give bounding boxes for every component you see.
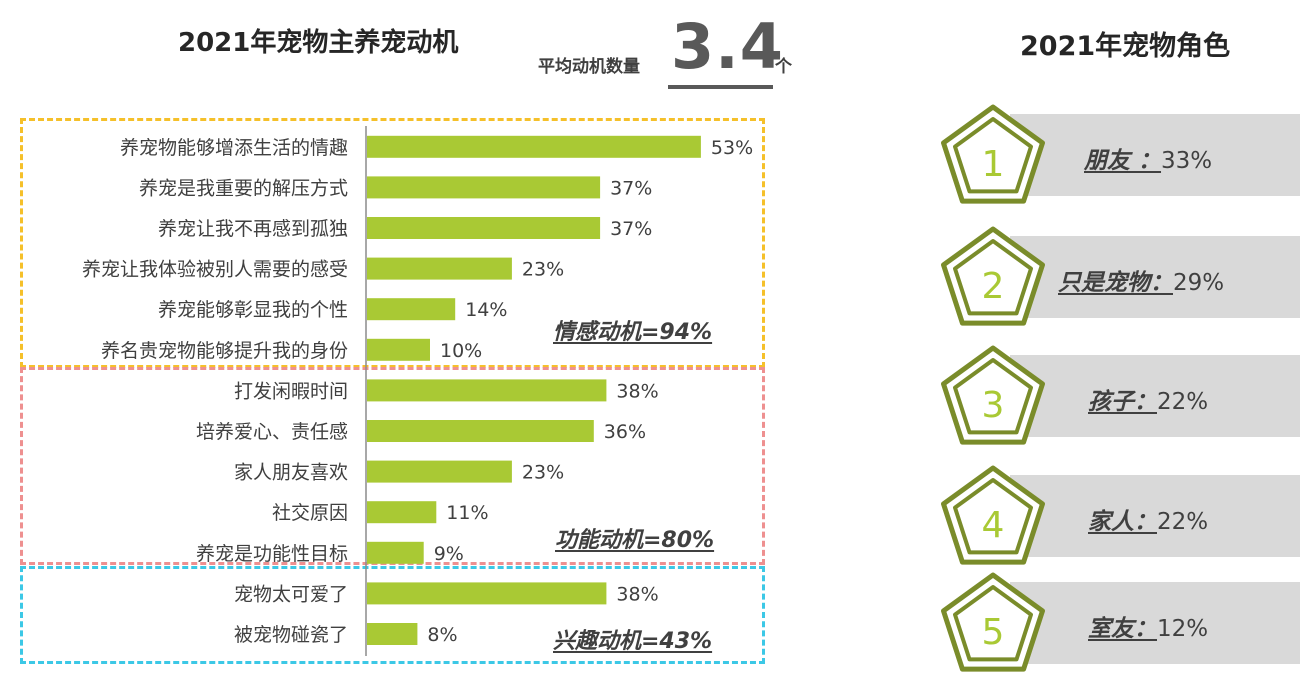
value-label: 37% xyxy=(610,218,652,240)
group-total-label: 功能动机=80% xyxy=(555,528,715,553)
average-unit: 个 xyxy=(775,57,792,77)
value-label: 9% xyxy=(434,543,464,565)
value-label: 36% xyxy=(604,421,646,443)
bar xyxy=(367,460,512,483)
role-entry: 孩子：22% xyxy=(1088,382,1208,416)
role-band xyxy=(1010,582,1300,664)
pentagon-inner xyxy=(953,239,1033,316)
bar xyxy=(367,379,607,402)
pet-role-title: 2021年宠物角色 xyxy=(1020,31,1231,62)
group-total-label: 兴趣动机=43% xyxy=(553,629,713,654)
category-label: 养宠能够彰显我的个性 xyxy=(158,299,348,321)
value-label: 10% xyxy=(440,340,482,362)
role-entry: 只是宠物：29% xyxy=(1058,263,1224,297)
value-label: 14% xyxy=(465,299,507,321)
category-label: 宠物太可爱了 xyxy=(234,583,348,605)
pentagon-badge: 1 xyxy=(941,104,1045,204)
motivation-bar-chart: 养宠物能够增添生活的情趣 53% 养宠是我重要的解压方式 37% 养宠让我不再感到孤独 3… xyxy=(82,126,753,656)
role-band xyxy=(1010,475,1300,557)
bar xyxy=(367,217,601,239)
role-name: 家人： xyxy=(1088,509,1157,535)
bar xyxy=(367,338,430,361)
category-label: 打发闲暇时间 xyxy=(234,380,348,402)
pentagon-badge: 5 xyxy=(941,572,1045,672)
rank-number: 1 xyxy=(982,144,1005,185)
value-label: 38% xyxy=(616,380,658,402)
bar xyxy=(367,176,601,199)
rank-number: 4 xyxy=(982,505,1005,546)
pentagon-outer xyxy=(941,345,1045,445)
value-label: 38% xyxy=(616,583,658,605)
chart-title: 2021年宠物主养宠动机 xyxy=(178,28,459,58)
bar xyxy=(367,541,424,564)
average-value: 3.4 xyxy=(671,10,784,83)
rank-number: 3 xyxy=(982,385,1005,426)
role-name: 只是宠物： xyxy=(1058,270,1173,296)
role-name: 室友： xyxy=(1088,616,1157,642)
role-value: 22% xyxy=(1157,509,1209,535)
pentagon-badge: 3 xyxy=(941,345,1045,445)
role-band xyxy=(1010,114,1300,196)
role-value: 12% xyxy=(1157,616,1209,642)
bar xyxy=(367,501,437,524)
pentagon-badge: 2 xyxy=(941,226,1045,326)
role-name: 朋友 ： xyxy=(1084,148,1162,174)
pentagon-inner xyxy=(953,478,1033,555)
bar xyxy=(367,420,594,442)
value-label: 11% xyxy=(446,502,488,524)
value-label: 37% xyxy=(610,177,652,199)
role-entry: 朋友 ：33% xyxy=(1084,141,1212,175)
category-label: 被宠物碰瓷了 xyxy=(234,624,348,646)
average-motivation-block: 平均动机数量 3.4 个 xyxy=(538,12,808,92)
pentagon-outer xyxy=(941,104,1045,204)
group-box xyxy=(20,118,765,368)
category-label: 养宠物能够增添生活的情趣 xyxy=(120,137,348,159)
pentagon-outer xyxy=(941,226,1045,326)
category-label: 养宠让我体验被别人需要的感受 xyxy=(82,259,348,281)
group-total-label: 情感动机=94% xyxy=(553,320,713,345)
role-entry: 室友：12% xyxy=(1088,609,1208,643)
bar xyxy=(367,623,418,645)
bar xyxy=(367,298,456,321)
pentagon-inner xyxy=(953,117,1033,194)
category-label: 培养爱心、责任感 xyxy=(196,421,348,443)
category-label: 养名贵宠物能够提升我的身份 xyxy=(101,340,348,362)
category-label: 社交原因 xyxy=(272,502,348,524)
role-band xyxy=(1010,236,1300,318)
bar xyxy=(367,257,512,280)
pentagon-inner xyxy=(953,358,1033,435)
pentagon-outer xyxy=(941,572,1045,672)
category-label: 家人朋友喜欢 xyxy=(234,462,348,484)
average-label: 平均动机数量 xyxy=(538,57,640,77)
category-label: 养宠让我不再感到孤独 xyxy=(158,218,348,240)
bar xyxy=(367,135,701,158)
category-label: 养宠是功能性目标 xyxy=(196,543,348,565)
average-underline xyxy=(668,85,773,89)
role-entry: 家人：22% xyxy=(1088,502,1208,536)
rank-number: 5 xyxy=(982,612,1005,653)
category-label: 养宠是我重要的解压方式 xyxy=(139,177,348,199)
pentagon-outer xyxy=(941,465,1045,565)
value-label: 23% xyxy=(522,259,564,281)
value-label: 53% xyxy=(711,137,753,159)
value-label: 23% xyxy=(522,462,564,484)
role-band xyxy=(1010,355,1300,437)
role-name: 孩子： xyxy=(1088,389,1157,415)
bar xyxy=(367,582,607,605)
role-value: 22% xyxy=(1157,389,1209,415)
value-label: 8% xyxy=(427,624,457,646)
rank-number: 2 xyxy=(982,266,1005,307)
role-value: 29% xyxy=(1173,270,1225,296)
group-box xyxy=(20,566,765,664)
pentagon-badge: 4 xyxy=(941,465,1045,565)
role-value: 33% xyxy=(1161,148,1213,174)
pentagon-inner xyxy=(953,585,1033,662)
